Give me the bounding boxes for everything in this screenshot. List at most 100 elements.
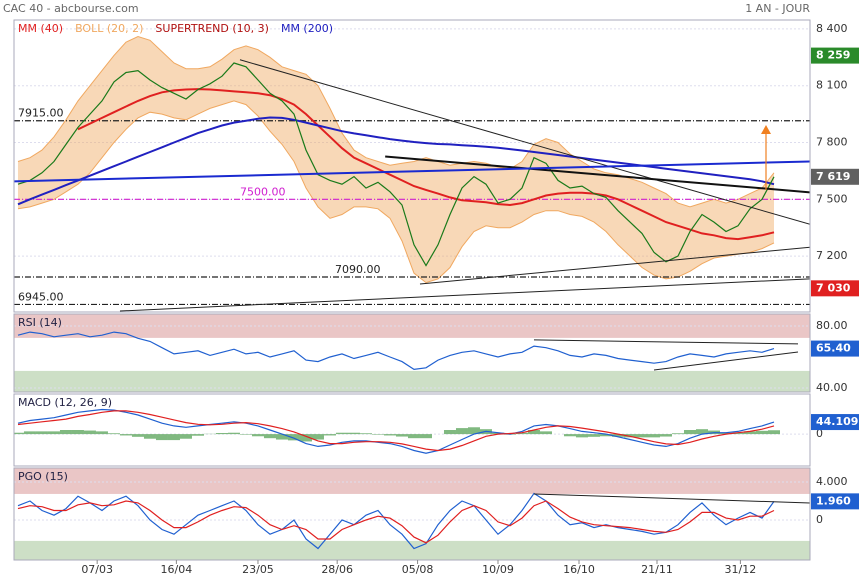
histogram-bar (119, 434, 132, 436)
x-tick-label: 16/04 (161, 563, 193, 576)
histogram-bar (467, 427, 480, 435)
trendline (533, 339, 799, 345)
badge (811, 47, 859, 64)
histogram-bar (719, 432, 732, 435)
y-tick-label: 4.000 (816, 475, 848, 488)
y-tick-label: 8 400 (816, 22, 848, 35)
histogram-bar (287, 434, 300, 441)
histogram-bar (131, 434, 144, 437)
badge-label: 8 259 (816, 49, 850, 62)
histogram-bar (227, 432, 240, 435)
histogram-bar (299, 434, 312, 442)
histogram-bar (395, 434, 408, 437)
y-tick-label: 7 500 (816, 192, 848, 205)
histogram-bar (755, 430, 768, 435)
histogram-bar (455, 428, 468, 435)
badge (811, 168, 859, 185)
histogram-bar (539, 431, 552, 435)
series-line (17, 410, 775, 452)
legend-entry: MM (40) (18, 22, 63, 35)
x-tick-label: 10/09 (482, 563, 514, 576)
histogram-bar (347, 432, 360, 435)
histogram-bar (239, 434, 252, 435)
level-label: 7090.00 (335, 263, 381, 276)
series-line (17, 408, 775, 454)
histogram-bar (383, 434, 396, 436)
histogram-bar (407, 434, 420, 439)
x-tick-label: 23/05 (242, 563, 274, 576)
histogram-bar (491, 432, 504, 435)
zone (14, 468, 810, 494)
panel-border (13, 19, 811, 313)
badge-label: 44.109 (816, 415, 858, 428)
histogram-bar (215, 433, 228, 435)
series-line (17, 492, 775, 550)
histogram-bar (251, 434, 264, 437)
histogram-bar (14, 432, 24, 435)
band-fill (17, 36, 774, 283)
histogram-bar (419, 434, 432, 439)
badge-label: 1.960 (816, 494, 851, 507)
badge-label: 7 030 (816, 281, 851, 294)
legend-entry: MM (200) (281, 22, 333, 35)
histogram-bar (527, 430, 540, 435)
histogram-bar (23, 431, 36, 435)
x-tick-label: 07/03 (81, 563, 113, 576)
y-tick-label: 7 200 (816, 249, 848, 262)
y-tick-label: 7 800 (816, 136, 848, 149)
y-tick-label: 80.00 (816, 319, 848, 332)
zone (14, 540, 810, 560)
histogram-bar (83, 430, 96, 435)
y-tick-label: 40.00 (816, 381, 848, 394)
panel-border (13, 467, 811, 561)
panel-bg (14, 394, 810, 466)
legend-entry: BOLL (20, 2) (75, 22, 143, 35)
level-label: 7915.00 (18, 107, 64, 120)
panel-border (13, 393, 811, 467)
histogram-bar (599, 434, 612, 437)
histogram-bar (767, 430, 780, 435)
badge (811, 280, 859, 297)
histogram-bar (743, 431, 756, 435)
zone (14, 370, 810, 392)
badge (811, 493, 859, 510)
x-tick-label: 31/12 (725, 563, 757, 576)
histogram-bar (443, 430, 456, 435)
x-tick-label: 28/06 (321, 563, 353, 576)
y-tick-label: 0 (816, 427, 823, 440)
legend-entry: SUPERTREND (10, 3) (155, 22, 269, 35)
trendline (119, 278, 810, 312)
series-line (17, 331, 775, 371)
panel-bg (14, 20, 810, 312)
histogram-bar (611, 434, 624, 437)
band-lower (17, 100, 775, 284)
badge (811, 414, 859, 431)
histogram-bar (35, 431, 48, 435)
histogram-bar (671, 433, 684, 435)
histogram-bar (107, 433, 120, 435)
trendline (385, 155, 810, 194)
series-line (77, 88, 775, 241)
histogram-bar (47, 431, 60, 435)
histogram-bar (371, 434, 384, 435)
histogram-bar (635, 434, 648, 438)
trendline (533, 493, 810, 504)
trendline (239, 59, 810, 225)
histogram-bar (359, 433, 372, 435)
histogram-bar (263, 434, 276, 439)
badge (811, 340, 859, 357)
histogram-bar (515, 432, 528, 435)
histogram-bar (59, 430, 72, 435)
level-label: 7500.00 (240, 185, 286, 198)
histogram-bar (95, 431, 108, 435)
histogram-bar (695, 429, 708, 435)
panel (14, 468, 810, 560)
y-tick-label: 0 (816, 513, 823, 526)
series-line (17, 500, 775, 544)
histogram-bar (167, 434, 180, 441)
histogram-bar (71, 430, 84, 435)
histogram-bar (143, 434, 156, 439)
histogram-bar (683, 430, 696, 435)
histogram-bar (323, 434, 336, 436)
